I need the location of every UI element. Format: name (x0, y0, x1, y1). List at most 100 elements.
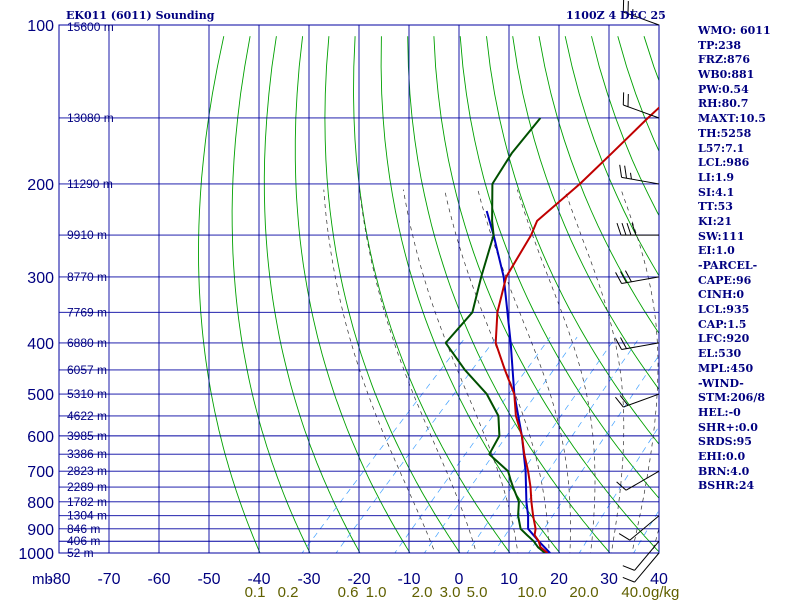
dry-adiabat-line (407, 36, 611, 553)
sounding-index-item: WB0:881 (698, 68, 755, 82)
dry-adiabat-line (486, 36, 659, 445)
sounding-profiles (444, 106, 659, 553)
temperature-tick-label: -80 (47, 571, 70, 588)
temperature-tick-label: 30 (600, 571, 618, 588)
pressure-tick-label: 600 (27, 429, 54, 446)
sounding-index-item: TH:5258 (698, 126, 752, 140)
height-label: 1304 m (67, 509, 107, 523)
wind-barb (622, 552, 660, 583)
sounding-index-item: CAP:1.5 (698, 317, 747, 331)
wind-barb (618, 515, 660, 541)
wind-barb (615, 270, 660, 285)
pressure-tick-label: 700 (27, 464, 54, 481)
sounding-index-item: TT:53 (698, 200, 733, 214)
temperature-tick-label: 40 (650, 571, 668, 588)
moist-adiabat-line (359, 189, 477, 553)
height-label: 1782 m (67, 495, 107, 509)
temperature-tick-label: -50 (197, 571, 220, 588)
sounding-index-item: LFC:920 (698, 332, 750, 346)
sounding-index-item: CINH:0 (698, 288, 745, 302)
moist-adiabat-line (477, 189, 571, 553)
mixing-ratio-label: 1.0 (366, 584, 387, 600)
wind-barb (619, 164, 660, 185)
wind-barb (622, 92, 660, 119)
moist-adiabat-line (652, 526, 659, 553)
wind-barb (622, 540, 660, 571)
mixing-ratio-line (335, 336, 497, 553)
height-label: 2289 m (67, 480, 107, 494)
sounding-index-item: LI:1.9 (698, 170, 735, 184)
dry-adiabat-line (263, 36, 361, 553)
dry-adiabat-line (564, 36, 659, 277)
dry-adiabat-line (294, 36, 411, 553)
mixing-ratio-label: 40.0 (621, 584, 650, 600)
mixing-ratio-label: 0.1 (245, 584, 266, 600)
height-label: 6880 m (67, 336, 107, 350)
mixing-ratio-line (528, 354, 659, 553)
sounding-index-item: LCL:935 (698, 303, 750, 317)
sounding-index-item: -PARCEL- (698, 259, 758, 272)
sounding-indices-list: WMO: 6011 TP:238 FRZ:876 WB0:881 PW:0.54 RH:8… (698, 24, 771, 494)
sounding-index-item: KI:21 (698, 214, 733, 228)
mixing-ratio-line (301, 336, 466, 553)
pressure-tick-label: 500 (27, 387, 54, 404)
mixing-ratio-line (423, 336, 578, 553)
mixing-ratio-unit: g/kg (651, 584, 679, 600)
pressure-tick-label: 300 (27, 270, 54, 287)
temperature-tick-label: -30 (297, 571, 320, 588)
sounding-index-item: EI:1.0 (698, 244, 735, 258)
moist-adiabat-line (620, 189, 659, 553)
height-label: 8770 m (67, 270, 107, 284)
dry-adiabat-line (231, 36, 311, 553)
height-label: 9910 m (67, 228, 107, 242)
moist-adiabat-line (402, 189, 519, 553)
sounding-index-item: HEL:-0 (698, 405, 741, 419)
temperature-tick-label: -20 (347, 571, 370, 588)
mixing-ratio-label: 2.0 (412, 584, 433, 600)
temperature-tick-label: 10 (500, 571, 518, 588)
height-label: 5310 m (67, 387, 107, 401)
dry-adiabat-line (512, 36, 659, 391)
temperature-tick-label: 0 (455, 571, 464, 588)
mixing-ratio-label: 0.6 (338, 584, 359, 600)
height-label: 6057 m (67, 363, 107, 377)
sounding-index-item: MAXT:10.5 (698, 112, 766, 126)
height-label: 52 m (67, 546, 94, 560)
height-label: 7769 m (67, 305, 107, 319)
mixing-ratio-label: 0.2 (278, 584, 299, 600)
pressure-tick-label: 400 (27, 336, 54, 353)
station-title: EK011 (6011) Sounding (66, 9, 215, 22)
sounding-index-item: RH:80.7 (698, 97, 749, 111)
sounding-index-item: CAPE:96 (698, 273, 752, 287)
sounding-index-item: SW:111 (698, 229, 745, 243)
dry-adiabat-line (538, 36, 659, 335)
dry-adiabat-line (433, 36, 659, 553)
mixing-ratio-label: 10.0 (517, 584, 546, 600)
observation-time: 1100Z 4 DEC 25 (566, 9, 666, 22)
temperature-tick-label: -70 (97, 571, 120, 588)
mixing-ratio-label: 5.0 (467, 584, 488, 600)
temperature-tick-label: 20 (550, 571, 568, 588)
mixing-ratio-line (578, 425, 659, 553)
mixing-ratio-line (466, 336, 617, 553)
pressure-tick-label: 1000 (18, 546, 54, 563)
wind-barb (616, 470, 660, 491)
mixing-ratio-line (493, 336, 641, 553)
height-label: 406 m (67, 534, 100, 548)
sounding-index-item: EHI:0.0 (698, 449, 746, 463)
height-label: 3386 m (67, 447, 107, 461)
dry-adiabat-line (198, 36, 261, 553)
pressure-tick-label: 200 (27, 177, 54, 194)
sounding-index-item: EL:530 (698, 347, 742, 361)
sounding-index-item: TP:238 (698, 38, 742, 52)
moist-adiabat-line (564, 189, 625, 553)
dry-adiabat-line (380, 36, 561, 553)
dry-adiabat-line (353, 36, 511, 553)
moist-adiabat-line (323, 189, 436, 553)
sounding-index-item: BRN:4.0 (698, 464, 750, 478)
sounding-index-item: MPL:450 (698, 361, 754, 375)
temperature-profile-line (494, 106, 659, 553)
pressure-tick-label: 100 (27, 18, 54, 35)
